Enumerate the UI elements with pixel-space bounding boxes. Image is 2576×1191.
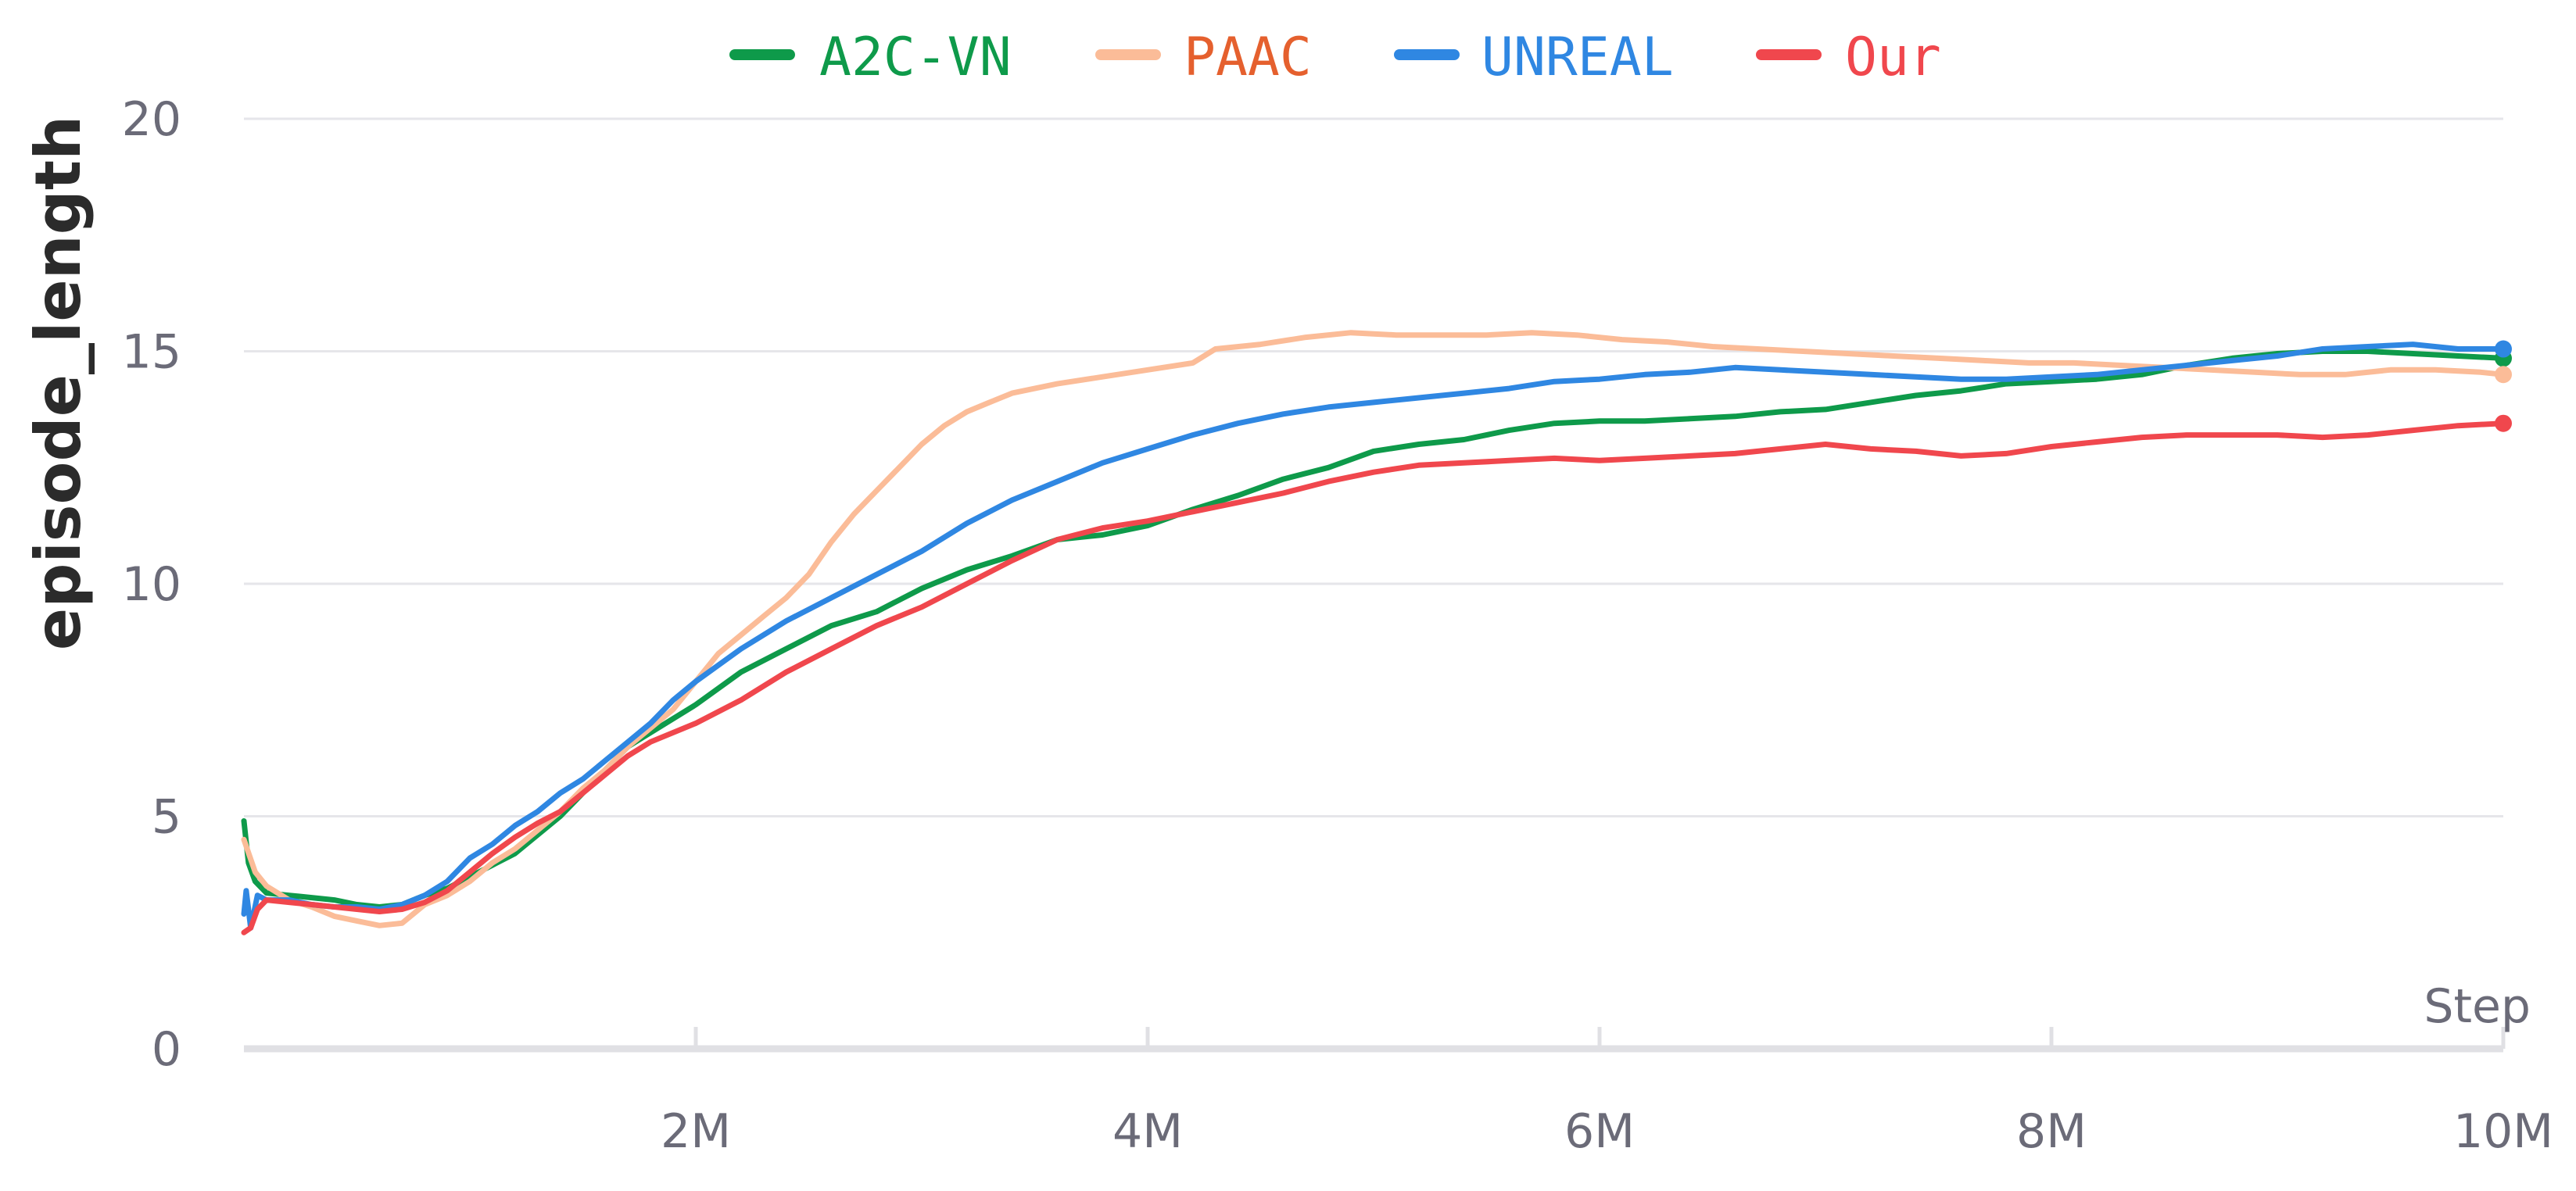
x-tick-label: 6M (1564, 1104, 1635, 1159)
x-tick-label: 2M (661, 1104, 731, 1159)
series-line-our (241, 420, 2506, 935)
series-layer (241, 330, 2512, 935)
series-line-paac (241, 330, 2506, 928)
y-tick-label: 5 (152, 790, 181, 845)
y-tick-label: 0 (152, 1022, 181, 1077)
y-axis-title: episode_length (22, 116, 95, 650)
x-tick-label: 10M (2453, 1104, 2553, 1159)
series-line-unreal (241, 342, 2506, 931)
legend-label-unreal: UNREAL (1481, 27, 1674, 88)
y-tick-label: 20 (122, 92, 181, 147)
series-end-marker-paac (2495, 366, 2512, 384)
series-end-marker-our (2495, 414, 2512, 432)
x-tick-label: 8M (2016, 1104, 2087, 1159)
axis-layer: 0 5 10 15 20 2M 4M 6M 8M 10M (122, 92, 2553, 1159)
y-tick-label: 10 (122, 557, 181, 612)
series-end-marker-unreal (2495, 340, 2512, 358)
x-axis-title: Step (2424, 979, 2531, 1034)
x-tick-label: 4M (1112, 1104, 1183, 1159)
legend-label-our: Our (1845, 27, 1941, 88)
y-tick-label: 15 (122, 325, 181, 380)
legend: A2C-VN PAAC UNREAL Our (729, 27, 1941, 88)
legend-label-a2c-vn: A2C-VN (819, 27, 1012, 88)
legend-label-paac: PAAC (1184, 27, 1312, 88)
grid-layer (244, 117, 2503, 817)
